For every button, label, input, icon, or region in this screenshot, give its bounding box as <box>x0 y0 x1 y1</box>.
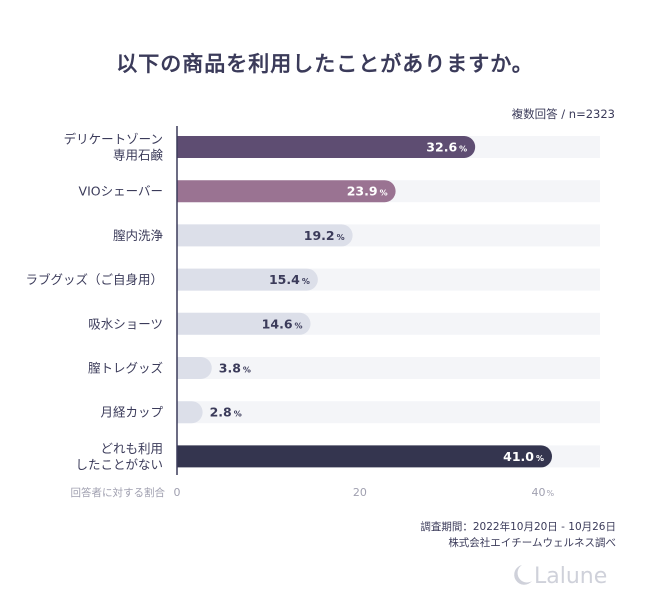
bar-2 <box>177 224 353 247</box>
bar-4 <box>177 312 311 335</box>
x-tick-label: 0 <box>174 486 181 499</box>
value-label: 14.6% <box>262 316 303 331</box>
x-tick-labels: 0 20 40% <box>174 486 555 499</box>
survey-org: 株式会社エイチームウェルネス調べ <box>448 536 616 549</box>
moon-icon <box>514 565 532 585</box>
bar-6 <box>177 401 203 424</box>
x-axis-label: 回答者に対する割合 <box>71 486 166 499</box>
category-label: デリケートゾーン <box>64 132 163 147</box>
bar-0 <box>177 136 476 158</box>
survey-period: 調査期間：2022年10月20日 - 10月26日 <box>420 520 616 533</box>
category-label: 膣トレグッズ <box>88 361 163 376</box>
category-label: 膣内洗浄 <box>113 228 164 243</box>
sample-note: 複数回答 / n=2323 <box>512 107 615 121</box>
x-tick-label: 40% <box>532 486 555 499</box>
bar-3 <box>177 268 318 291</box>
category-label: どれも利用 <box>100 441 163 456</box>
bars <box>177 136 552 468</box>
category-label: 月経カップ <box>100 405 163 420</box>
category-label: したことがない <box>75 457 163 472</box>
bar-7 <box>177 445 552 468</box>
x-tick-label: 20 <box>353 486 367 499</box>
value-label: 3.8% <box>219 361 251 376</box>
bar-track <box>177 357 600 379</box>
chart-title: 以下の商品を利用したことがありますか。 <box>116 52 534 76</box>
value-label: 32.6% <box>426 140 467 155</box>
value-labels: 32.6 % 23.9 % 19.2 % 15.4 % 14.6 % 3.8 % 2.8 % 41.0% <box>210 140 544 464</box>
bar-1 <box>177 180 396 203</box>
value-label: 15.4% <box>269 272 310 287</box>
category-label: 吸水ショーツ <box>88 316 163 331</box>
bar-track <box>177 401 600 424</box>
value-label: 23.9% <box>347 184 388 199</box>
logo-text: Lalune <box>534 564 607 589</box>
value-label: 19.2% <box>304 228 345 243</box>
category-label: 専用石鹸 <box>113 148 164 163</box>
value-label: 2.8% <box>210 405 242 420</box>
value-label: 41.0% <box>503 449 544 464</box>
bar-5 <box>177 357 212 379</box>
lalune-logo: Lalune <box>514 564 607 589</box>
category-label: ラブグッズ（ご自身用） <box>25 272 163 287</box>
category-label: VIOシェーバー <box>79 184 163 199</box>
